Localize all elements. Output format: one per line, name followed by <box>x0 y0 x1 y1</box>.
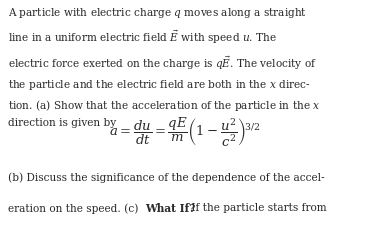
Text: What If?: What If? <box>145 203 196 214</box>
Text: A particle with electric charge $q$ moves along a straight
line in a uniform ele: A particle with electric charge $q$ move… <box>8 6 320 128</box>
Text: eration on the speed. (c): eration on the speed. (c) <box>8 203 142 214</box>
Text: (b) Discuss the significance of the dependence of the accel-: (b) Discuss the significance of the depe… <box>8 172 325 183</box>
Text: If the particle starts from: If the particle starts from <box>187 203 326 213</box>
Text: $a = \dfrac{du}{dt} = \dfrac{qE}{m}\left(1 - \dfrac{u^2}{c^2}\right)^{\!3/2}$: $a = \dfrac{du}{dt} = \dfrac{qE}{m}\left… <box>109 116 260 149</box>
